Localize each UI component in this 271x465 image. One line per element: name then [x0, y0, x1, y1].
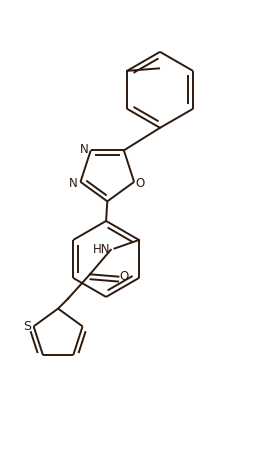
Text: N: N [69, 177, 78, 190]
Text: O: O [136, 177, 145, 190]
Text: O: O [119, 270, 128, 283]
Text: S: S [24, 320, 31, 333]
Text: HN: HN [93, 243, 111, 256]
Text: N: N [79, 143, 88, 156]
